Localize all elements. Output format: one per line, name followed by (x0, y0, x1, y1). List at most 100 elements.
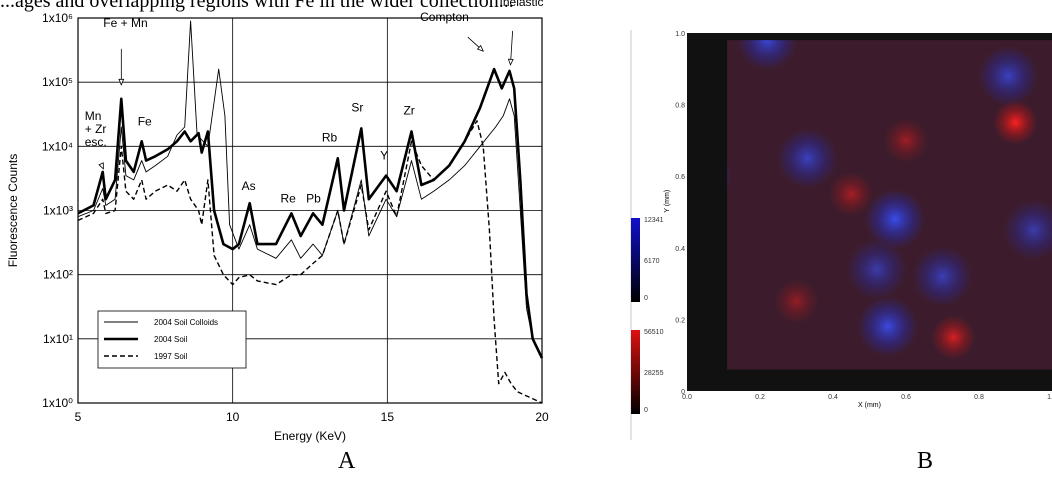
peak-label-line: Sr (351, 100, 363, 114)
hotspot-blue (727, 160, 732, 192)
hotspot-blue (912, 246, 973, 307)
map-tick-labels: 0.0 0.2 0.4 0.6 0.8 1.0 0 0.2 0.4 0.6 0.8 1.0 (675, 31, 1052, 401)
peak-label-line: Zr (403, 104, 414, 118)
y-tick-label: 1x10² (43, 268, 73, 282)
peak-label-line: Rb (322, 130, 338, 144)
y-tick-label: 1x10¹ (43, 332, 73, 346)
colorbar-label: 12341 (644, 217, 664, 224)
peak-label-line: Fe + Mn (103, 16, 147, 30)
hotspot-red (993, 100, 1038, 145)
peak-label-line: Mn (85, 109, 102, 123)
plot-frame (77, 17, 543, 404)
x-axis-label: Energy (KeV) (274, 429, 346, 443)
xrf-spectrum-chart: 1x10⁰ 1x10¹ 1x10² 1x10³ 1x10⁴ 1x10⁵ 1x10⁶ 5 10 15… (6, 0, 549, 443)
legend-entry: 2004 Soil (154, 335, 188, 344)
colorbar-blue (631, 218, 640, 302)
map-y-tick: 0.2 (675, 317, 685, 324)
grid (78, 18, 542, 403)
map-x-tick: 0.0 (682, 394, 692, 401)
map-y-tick: 0.8 (675, 103, 685, 110)
hotspot-red (829, 172, 874, 217)
hotspot-blue (865, 189, 926, 250)
colorbar-label: 6170 (644, 258, 660, 265)
map-y-axis-label: Y (mm) (664, 190, 671, 213)
elemental-map-chart: 12341 6170 0 56510 28255 0 0.0 0.2 0.4 0.6 0.8 1.0… (630, 30, 1052, 440)
peak-label: Fe (138, 114, 152, 128)
x-tick-label: 5 (75, 410, 82, 424)
series-group (77, 20, 544, 404)
peak-label: Zr (403, 104, 414, 118)
map-x-axis-label: X (mm) (858, 402, 881, 409)
hotspot-blue (777, 128, 838, 189)
map-y-tick: 0.6 (675, 174, 685, 181)
legend-entry: 1997 Soil (154, 352, 188, 361)
hotspot-blue (846, 239, 907, 300)
tick-labels: 1x10⁰ 1x10¹ 1x10² 1x10³ 1x10⁴ 1x10⁵ 1x10⁶ 5 10 15… (42, 11, 549, 424)
x-tick-label: 15 (381, 410, 395, 424)
map-x-tick: 0.2 (755, 394, 765, 401)
x-tick-label: 20 (535, 410, 549, 424)
peak-label: Fe + Mn (103, 16, 147, 30)
colorbar-label: 56510 (644, 329, 664, 336)
fe-mn-arrow-head (118, 78, 125, 86)
legend-entry: 2004 Soil Colloids (154, 318, 218, 327)
peak-label-line: Y (380, 149, 388, 163)
hotspot-blue (737, 40, 798, 71)
y-tick-label: 1x10⁰ (42, 396, 73, 410)
hotspot-blue (978, 45, 1039, 106)
hotspot-blue (857, 296, 918, 357)
plot-border (77, 17, 543, 404)
panel-b-label: B (917, 448, 934, 474)
peak-label: As (242, 179, 256, 193)
peak-label-line: As (242, 179, 256, 193)
y-tick-label: 1x10³ (43, 204, 73, 218)
y-axis-label: Fluorescence Counts (6, 154, 20, 267)
heatmap-image (687, 33, 1052, 391)
colorbar-label: 0 (644, 295, 648, 302)
peak-label: Y (380, 149, 388, 163)
series-line-dashed (77, 120, 543, 404)
map-x-tick: 0.6 (901, 394, 911, 401)
map-x-tick: 0.4 (828, 394, 838, 401)
map-y-tick: 0 (681, 389, 685, 396)
y-tick-label: 1x10⁵ (42, 75, 73, 89)
peak-label-line: Compton (420, 10, 469, 24)
hotspot-group (727, 40, 1052, 360)
peak-label-line: Re (280, 191, 296, 205)
peak-label-line: Inelastic (500, 0, 544, 9)
map-y-tick: 0.4 (675, 246, 685, 253)
peak-label: Inelastic (500, 0, 544, 9)
map-x-tick: 1.0 (1047, 394, 1052, 401)
legend: 2004 Soil Colloids 2004 Soil 1997 Soil (97, 310, 247, 369)
peak-label: Pb (306, 191, 321, 205)
hotspot-red (774, 279, 819, 324)
colorbar-label: 0 (644, 407, 648, 414)
clipped-header-text: ...ages and overlapping regions with Fe … (0, 0, 514, 12)
map-y-tick: 1.0 (675, 31, 685, 38)
colorbar-label: 28255 (644, 370, 664, 377)
panel-a-label: A (338, 448, 356, 474)
colorbar-red (631, 330, 640, 414)
map-x-tick: 0.8 (974, 394, 984, 401)
series-line-thick (77, 67, 544, 359)
peak-label: Re (280, 191, 296, 205)
peak-label: Mn + Zr esc. (85, 109, 107, 149)
x-tick-label: 10 (226, 410, 240, 424)
mn-arrow-head (98, 162, 104, 170)
hotspot-red (884, 118, 928, 163)
peak-label: Compton (420, 10, 469, 24)
colorbars: 12341 6170 0 56510 28255 0 (631, 217, 664, 414)
compton-arrow-head (476, 44, 484, 52)
peak-label: Rb (322, 130, 338, 144)
peak-label-line: Fe (138, 114, 152, 128)
series-line-thin (77, 20, 543, 359)
peak-label-line: esc. (85, 135, 107, 149)
peak-label: Sr (351, 100, 363, 114)
peak-label-line: + Zr (85, 122, 107, 136)
hotspot-blue (1003, 199, 1052, 260)
hotspot-red (931, 315, 976, 360)
y-tick-label: 1x10⁶ (42, 11, 73, 25)
inelastic-arrow-head (507, 58, 514, 66)
peak-label-line: Pb (306, 191, 321, 205)
